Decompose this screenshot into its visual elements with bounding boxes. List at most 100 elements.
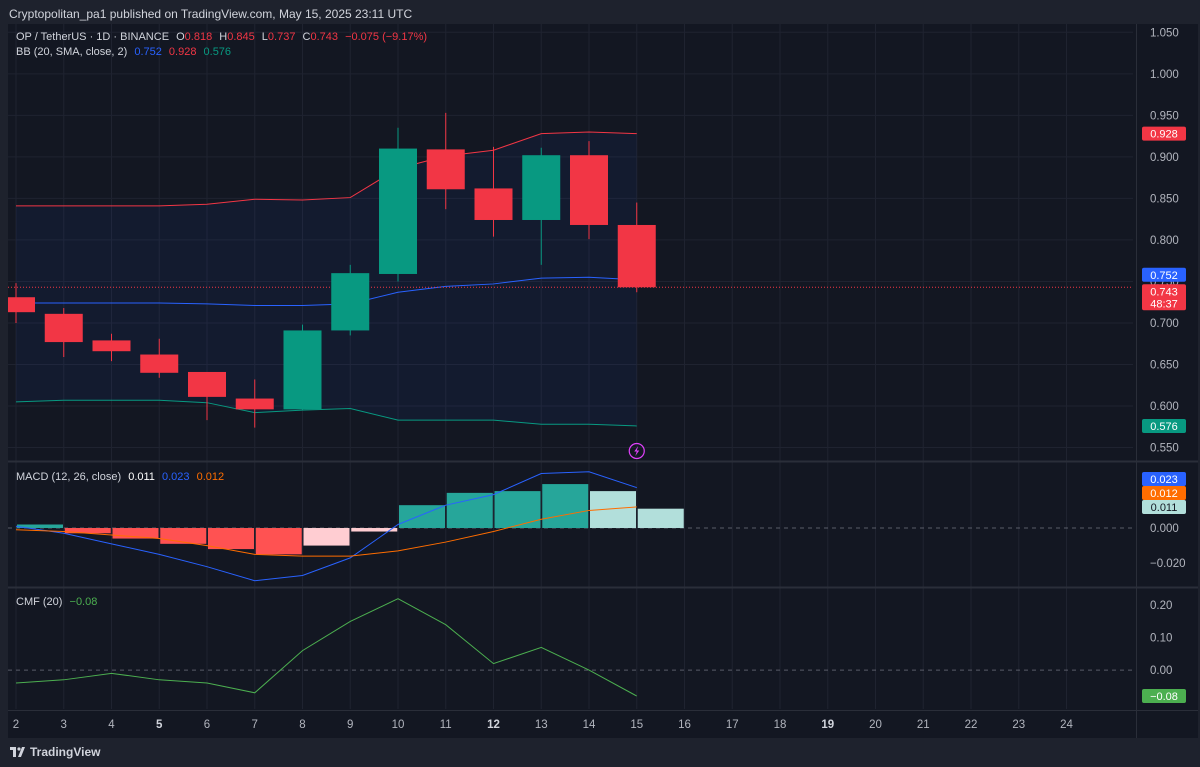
candle-body	[283, 330, 322, 410]
bb-upper-price-label-bg	[1142, 126, 1186, 141]
time-axis-tick-label: 7	[252, 719, 258, 731]
chart-canvas[interactable]: 0.5500.6000.6500.7000.7500.8000.8500.900…	[8, 24, 1198, 738]
bb-upper-value: 0.928	[168, 46, 197, 58]
price-axis-tick-label: 0.650	[1150, 359, 1179, 371]
lightning-icon	[628, 442, 645, 460]
time-axis-tick-label: 19	[821, 719, 834, 731]
chart-area[interactable]: 0.550 0.600 0.650 0.700 0.750 0.800 0.850 0.900…	[8, 24, 1198, 738]
cmf-label: CMF (20)	[16, 596, 63, 608]
macd-hist-axis-label: 0.011	[1151, 502, 1178, 514]
time-axis-tick-label: 12	[487, 719, 500, 731]
attribution-text: Cryptopolitan_pa1 published on TradingVi…	[9, 7, 413, 21]
price-axis-tick-label: 0.800	[1150, 235, 1179, 247]
bb-lower-price-label-bg	[1142, 418, 1186, 433]
time-axis-tick-label: 17	[726, 719, 739, 731]
time-axis-tick-label: 24	[1060, 719, 1073, 731]
cmf-line	[15, 598, 637, 697]
macd-line-axis-label-bg	[1142, 472, 1186, 486]
macd-histogram-bar	[399, 505, 445, 529]
macd-histogram-bar	[112, 528, 159, 539]
ohlc-change: −0.075 (−9.17%)	[345, 31, 428, 43]
candle-body	[426, 149, 465, 190]
price-axis-tick-label: 1.000	[1150, 69, 1179, 81]
price-axis-tick-label: 0.950	[1150, 110, 1179, 122]
bb-lower-price-label: 0.576	[1150, 421, 1178, 433]
macd-histogram-bar	[208, 528, 254, 550]
time-axis-tick-label: 18	[774, 719, 787, 731]
candle-body	[570, 155, 608, 225]
candle-body	[44, 313, 83, 343]
time-axis-tick-label: 6	[204, 719, 210, 731]
cmf-axis-tick-label: 0.10	[1150, 633, 1172, 645]
time-axis-tick-label: 4	[108, 719, 115, 731]
price-axis-tick-label: 0.700	[1150, 318, 1179, 330]
macd-line-value: 0.023	[162, 471, 190, 483]
ohlc-low: L0.737	[261, 31, 296, 43]
time-axis-tick-label: 13	[535, 719, 548, 731]
price-legend: OP / TetherUS · 1D · BINANCE O0.818 H0.8…	[16, 31, 431, 43]
candle-body	[188, 371, 226, 397]
countdown-label: 48:37	[1150, 298, 1178, 310]
time-axis-tick-label: 5	[156, 719, 163, 731]
macd-line-axis-label: 0.023	[1150, 474, 1178, 486]
time-axis-tick-label: 11	[440, 719, 452, 731]
lightning-bolt-icon	[634, 446, 640, 456]
price-axis-tick-label: 0.550	[1150, 443, 1179, 455]
macd-histogram-bar	[637, 508, 684, 529]
bb-lower-value: 0.576	[203, 46, 232, 58]
macd-hist-value: 0.011	[128, 471, 155, 483]
cmf-legend: CMF (20) −0.08	[16, 596, 101, 608]
candle-body	[331, 273, 370, 331]
macd-histogram-bar	[303, 528, 350, 546]
cmf-axis-tick-label: 0.00	[1150, 665, 1172, 677]
macd-hist-axis-label-bg	[1142, 500, 1186, 514]
time-axis-tick-label: 21	[917, 719, 930, 731]
attribution-bar: Cryptopolitan_pa1 published on TradingVi…	[0, 0, 1200, 24]
bb-basis-value: 0.752	[134, 46, 162, 58]
macd-histogram-bar	[17, 524, 63, 529]
ohlc-close: C0.743	[302, 31, 338, 43]
last-price-label-bg	[1142, 284, 1186, 311]
cmf-value: −0.08	[69, 596, 98, 608]
candle-body	[617, 224, 656, 288]
time-axis-tick-label: 2	[13, 719, 19, 731]
bb-legend: BB (20, SMA, close, 2) 0.752 0.928 0.576	[16, 46, 235, 58]
bollinger-lower-line	[15, 399, 637, 427]
macd-histogram-bar	[255, 528, 302, 555]
macd-signal-axis-label: 0.012	[1150, 488, 1178, 500]
ohlc-high: H0.845	[219, 31, 255, 43]
cmf-axis-tick-label: 0.20	[1150, 600, 1172, 612]
candle-body	[235, 398, 274, 410]
macd-label: MACD (12, 26, close)	[16, 471, 122, 483]
macd-legend: MACD (12, 26, close) 0.011 0.023 0.012	[16, 471, 228, 483]
price-axis-tick-label: 0.900	[1150, 152, 1179, 164]
macd-histogram-bar	[351, 528, 398, 532]
time-axis-tick-label: 9	[347, 719, 353, 731]
bb-basis-price-label: 0.752	[1150, 270, 1178, 282]
macd-histogram-bar	[446, 492, 493, 529]
macd-axis-tick-label: 0.000	[1150, 523, 1179, 535]
time-axis-tick-label: 3	[61, 719, 67, 731]
time-axis-tick-label: 22	[965, 719, 978, 731]
macd-axis-tick-label: −0.020	[1150, 558, 1186, 570]
time-axis-tick-label: 16	[678, 719, 691, 731]
price-axis-tick-label: 0.600	[1150, 401, 1179, 413]
time-axis-tick-label: 8	[299, 719, 305, 731]
candle-body	[8, 297, 35, 313]
macd-signal-value: 0.012	[196, 471, 225, 483]
bb-upper-price-label: 0.928	[1150, 129, 1178, 141]
tradingview-logo-icon	[10, 747, 25, 757]
macd-signal-axis-label-bg	[1142, 486, 1186, 500]
price-axis-tick-label: 1.050	[1150, 27, 1179, 39]
time-axis-tick-label: 15	[630, 719, 643, 731]
candle-body	[379, 148, 417, 274]
symbol-title: OP / TetherUS · 1D · BINANCE	[16, 31, 170, 43]
price-axis-tick-label: 0.850	[1150, 193, 1179, 205]
bb-label: BB (20, SMA, close, 2)	[16, 46, 128, 58]
last-price-label: 0.743	[1150, 286, 1178, 298]
candle-body	[140, 354, 179, 373]
macd-signal-line	[15, 506, 637, 557]
macd-histogram-bar	[542, 484, 589, 529]
macd-line	[15, 471, 637, 582]
cmf-axis-label: −0.08	[1150, 691, 1178, 703]
